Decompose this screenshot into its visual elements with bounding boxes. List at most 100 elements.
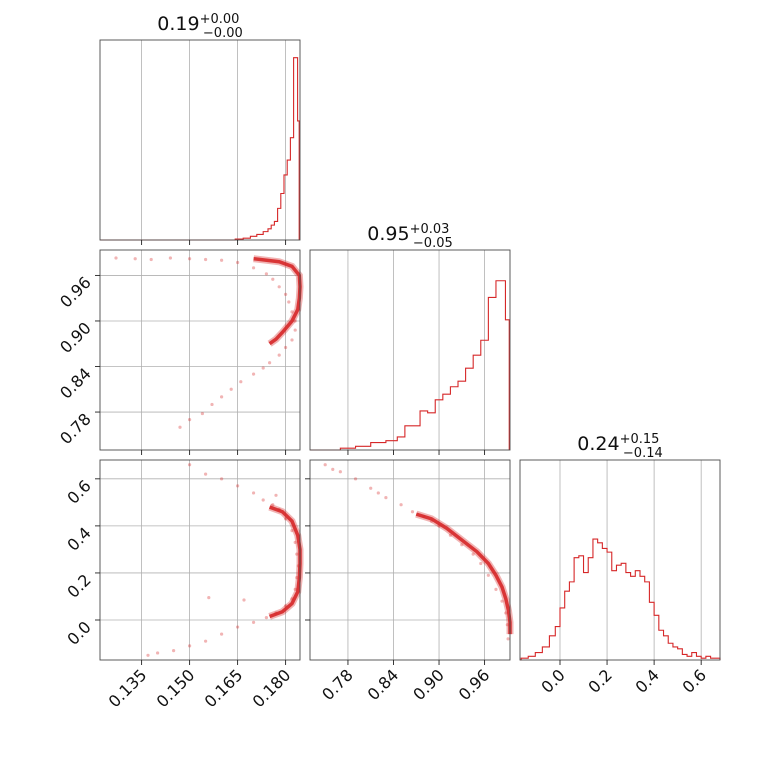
sample-point bbox=[168, 256, 172, 260]
sample-point bbox=[178, 425, 182, 429]
sample-point bbox=[277, 353, 281, 357]
y-tick-label: 0.0 bbox=[63, 617, 94, 648]
histogram-1 bbox=[310, 280, 510, 451]
sample-point bbox=[284, 292, 288, 297]
sample-point bbox=[252, 620, 256, 624]
sample-point bbox=[448, 533, 453, 537]
sample-point bbox=[504, 611, 508, 615]
sample-point bbox=[271, 277, 275, 281]
sample-point bbox=[384, 496, 388, 500]
sample-point bbox=[494, 587, 498, 592]
sample-point bbox=[290, 310, 294, 314]
sample-point bbox=[239, 380, 243, 384]
sample-point bbox=[293, 587, 297, 592]
sample-point bbox=[188, 463, 192, 467]
contour-outer bbox=[253, 255, 304, 347]
contour-inner bbox=[253, 256, 302, 346]
sample-point bbox=[236, 484, 240, 488]
panel-title-0: 0.19+0.00 −0.00 bbox=[157, 12, 243, 41]
sample-point bbox=[200, 411, 204, 416]
sample-point bbox=[172, 648, 176, 653]
x-tick-label: 0.78 bbox=[318, 665, 357, 704]
sample-point bbox=[353, 477, 358, 481]
sample-point bbox=[479, 561, 483, 566]
sample-point bbox=[188, 418, 192, 422]
sample-point bbox=[376, 491, 380, 495]
sample-point bbox=[220, 632, 224, 636]
sample-point bbox=[188, 257, 192, 261]
x-tick-label: 0.165 bbox=[201, 665, 247, 711]
x-tick-label: 0.90 bbox=[409, 665, 448, 704]
sample-point bbox=[229, 387, 233, 391]
sample-point bbox=[220, 477, 224, 481]
histogram-0 bbox=[100, 57, 300, 241]
x-tick-label: 0.180 bbox=[249, 665, 295, 711]
sample-point bbox=[252, 266, 256, 270]
panel-title-2: 0.24+0.15 −0.14 bbox=[577, 432, 663, 461]
panel-hist-2 bbox=[519, 459, 721, 661]
panel-scatter-0-2 bbox=[99, 459, 301, 661]
sample-point bbox=[399, 503, 403, 507]
y-tick-label: 0.2 bbox=[63, 570, 94, 601]
x-tick-label: 0.150 bbox=[153, 665, 199, 711]
sample-point bbox=[287, 300, 291, 304]
x-tick-label: 0.96 bbox=[455, 665, 494, 704]
y-tick-label: 0.78 bbox=[56, 409, 95, 448]
panel-scatter-1-2 bbox=[309, 459, 511, 661]
sample-point bbox=[500, 599, 504, 603]
sample-point bbox=[410, 510, 415, 514]
sample-point bbox=[284, 345, 288, 350]
sample-point bbox=[236, 625, 240, 629]
sample-point bbox=[149, 257, 153, 262]
sample-point bbox=[252, 491, 256, 495]
y-tick-label: 0.6 bbox=[63, 476, 94, 507]
sample-point bbox=[293, 328, 297, 332]
panel-title-1: 0.95+0.03 −0.05 bbox=[367, 222, 453, 251]
sample-point bbox=[274, 493, 278, 497]
contour-inner bbox=[415, 512, 512, 635]
sample-point bbox=[156, 651, 160, 655]
sample-point bbox=[204, 639, 208, 643]
y-tick-label: 0.96 bbox=[56, 273, 95, 312]
sample-point bbox=[264, 616, 268, 620]
sample-point bbox=[210, 402, 214, 407]
sample-point bbox=[338, 470, 342, 474]
sample-point bbox=[204, 257, 208, 262]
sample-point bbox=[271, 503, 275, 507]
sample-point bbox=[471, 552, 475, 556]
sample-point bbox=[236, 260, 240, 265]
sample-point bbox=[264, 272, 268, 276]
sample-point bbox=[204, 472, 208, 476]
sample-point bbox=[114, 256, 118, 260]
sample-point bbox=[293, 540, 297, 544]
sample-point bbox=[188, 644, 192, 648]
x-tick-label: 0.135 bbox=[105, 665, 151, 711]
x-tick-label: 0.84 bbox=[364, 665, 403, 704]
y-tick-label: 0.4 bbox=[63, 523, 94, 554]
sample-point bbox=[261, 366, 265, 370]
sample-point bbox=[323, 463, 327, 467]
sample-point bbox=[252, 372, 256, 376]
sample-point bbox=[506, 637, 510, 641]
sample-point bbox=[268, 361, 272, 365]
panel-hist-1 bbox=[309, 249, 511, 451]
sample-point bbox=[505, 623, 509, 627]
sample-point bbox=[486, 573, 490, 577]
sample-point bbox=[295, 552, 299, 556]
histogram-2 bbox=[520, 538, 721, 661]
sample-point bbox=[261, 498, 265, 502]
sample-point bbox=[133, 257, 137, 261]
sample-point bbox=[277, 285, 281, 289]
x-tick-label: 0.2 bbox=[584, 665, 615, 696]
panel-hist-0 bbox=[99, 39, 301, 241]
panel-scatter-0-1 bbox=[99, 249, 301, 451]
y-tick-label: 0.90 bbox=[56, 318, 95, 357]
sample-point bbox=[220, 258, 224, 262]
sample-point bbox=[220, 395, 224, 399]
y-tick-label: 0.84 bbox=[56, 364, 95, 403]
sample-point bbox=[146, 653, 150, 657]
sample-point bbox=[460, 543, 464, 547]
sample-point bbox=[369, 486, 373, 490]
sample-point bbox=[331, 467, 335, 472]
